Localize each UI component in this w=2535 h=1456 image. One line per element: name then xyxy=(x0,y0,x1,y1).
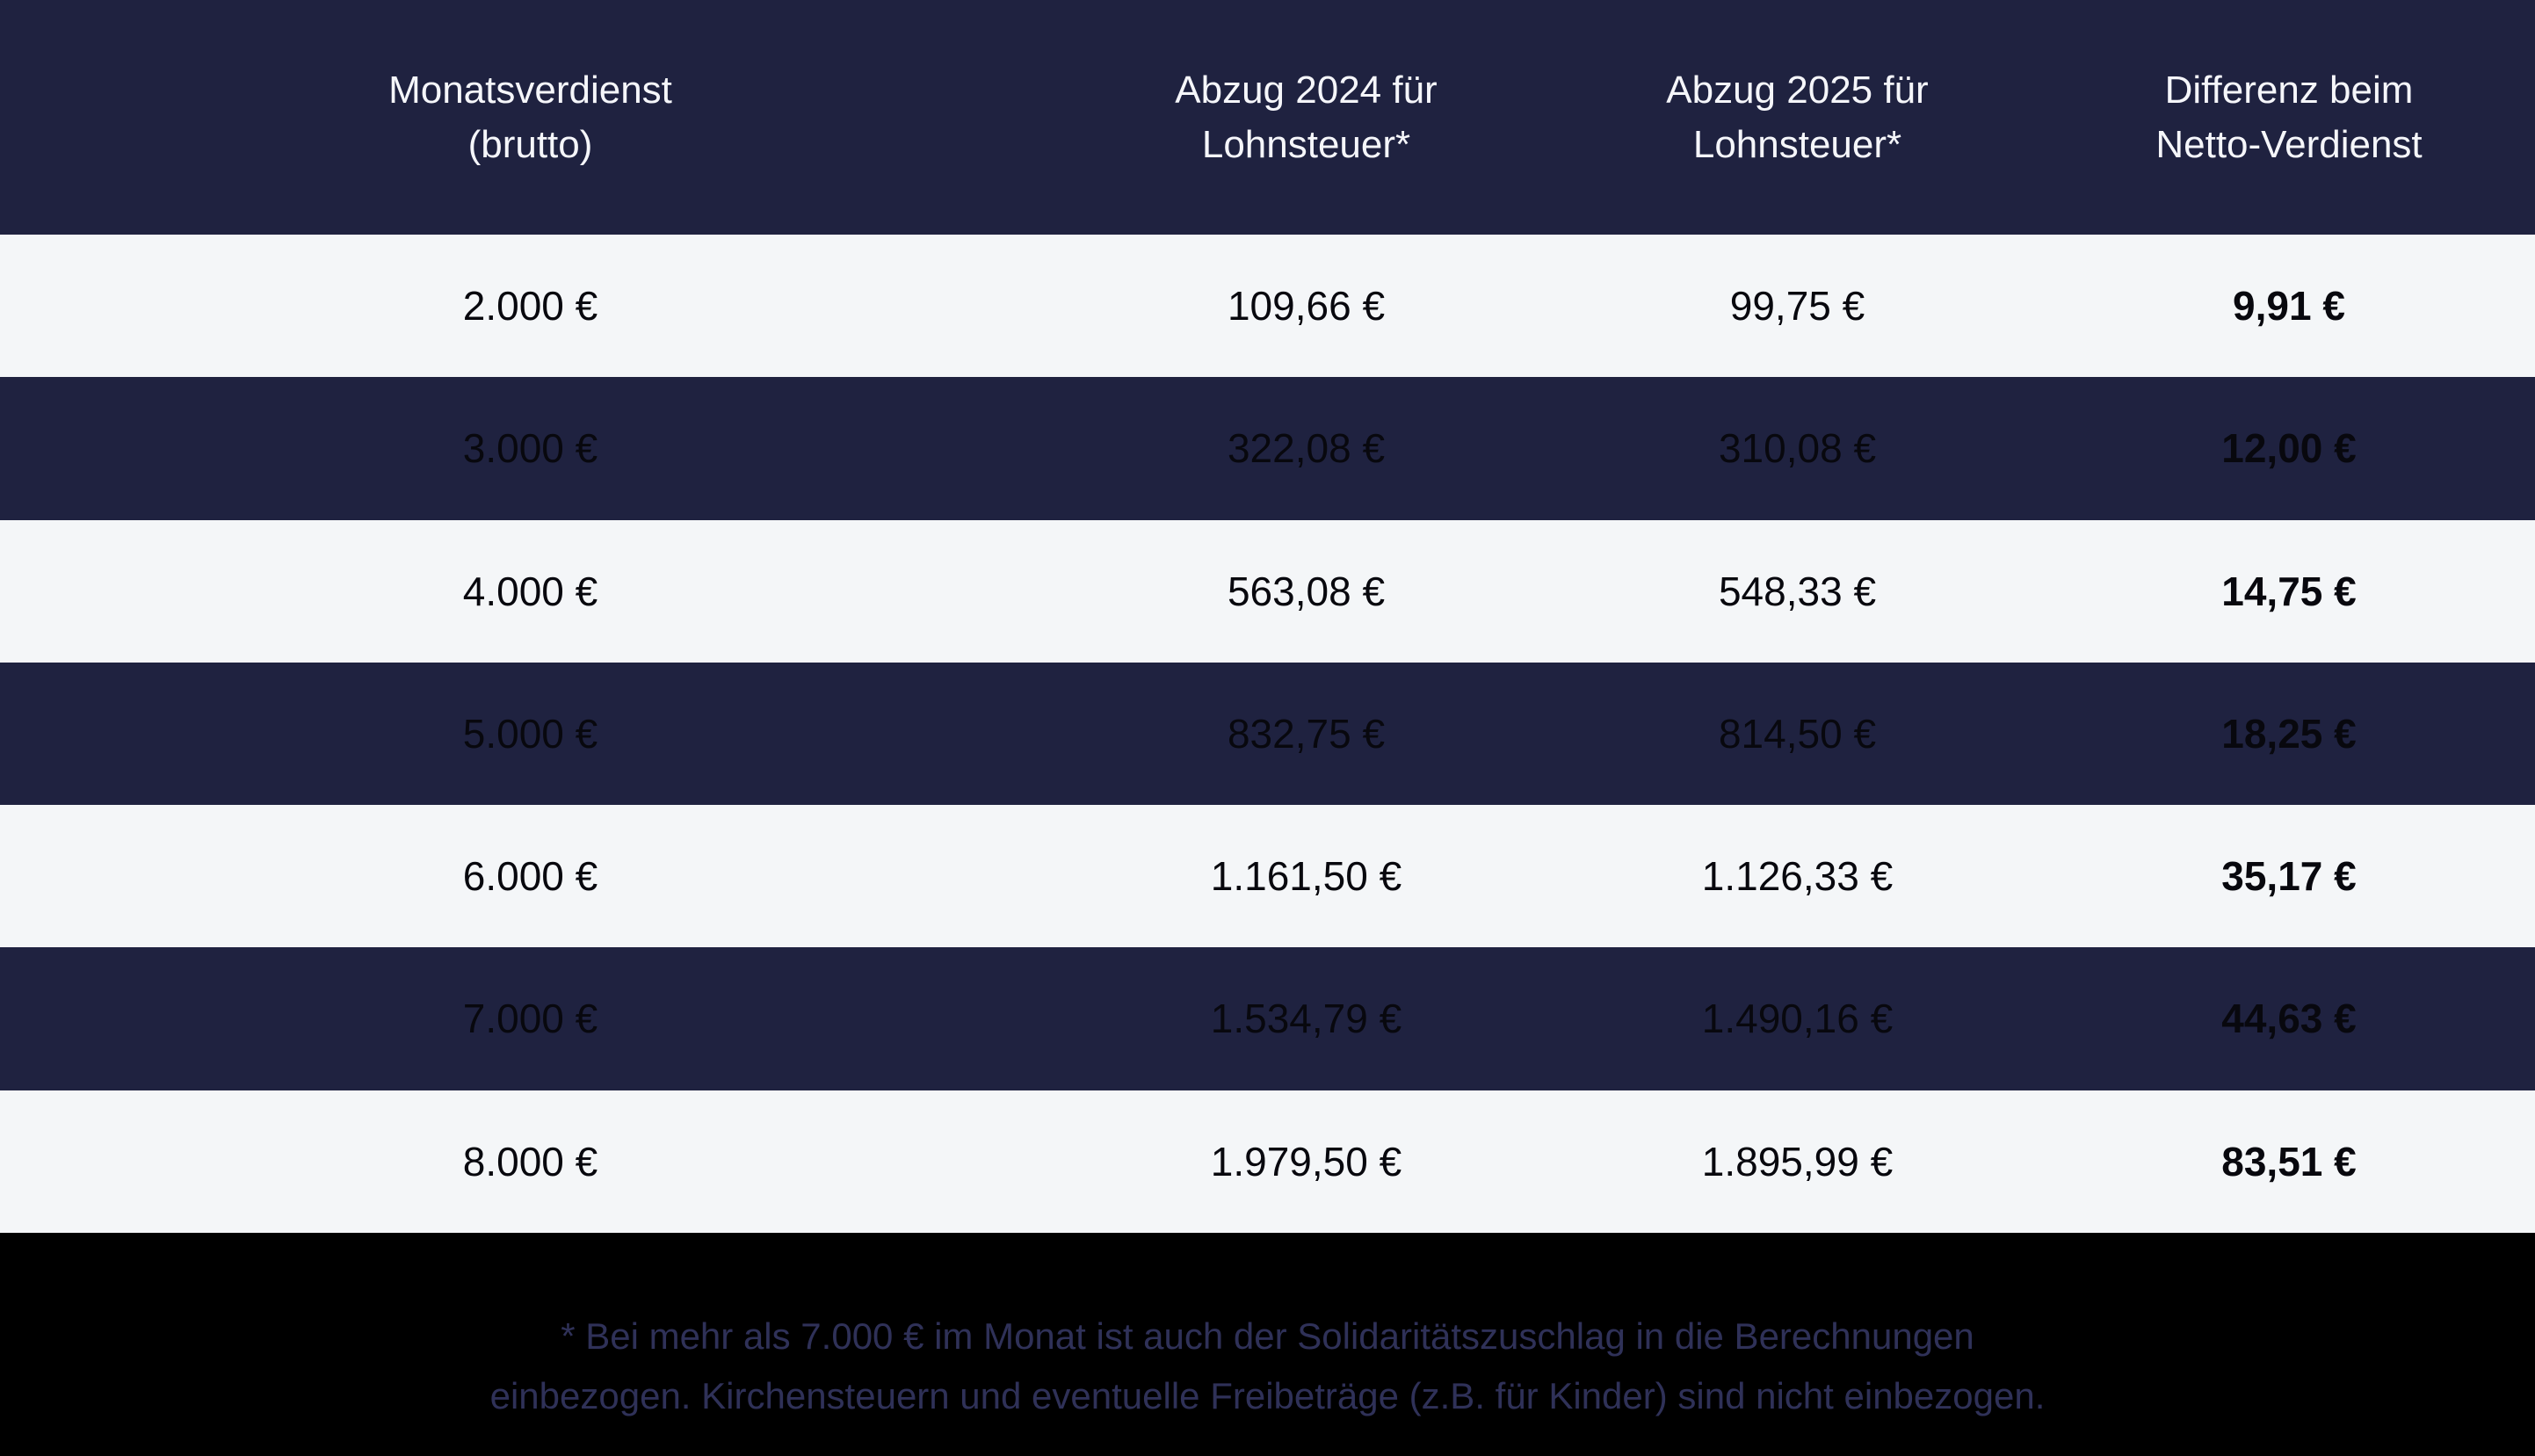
cell-abzug-2025: 548,33 € xyxy=(1718,568,1877,614)
cell-brutto: 8.000 € xyxy=(462,1138,598,1184)
cell-brutto: 7.000 € xyxy=(462,996,598,1042)
table-row: 8.000 € 1.979,50 € 1.895,99 € 83,51 € xyxy=(0,1090,2535,1233)
cell-abzug-2024: 1.161,50 € xyxy=(1210,853,1402,900)
cell-abzug-2025: 1.490,16 € xyxy=(1701,996,1894,1042)
cell-differenz: 14,75 € xyxy=(2221,568,2357,614)
cell-abzug-2025: 814,50 € xyxy=(1718,710,1877,757)
cell-differenz: 44,63 € xyxy=(2221,996,2357,1042)
table-row: 6.000 € 1.161,50 € 1.126,33 € 35,17 € xyxy=(0,805,2535,948)
cell-brutto: 3.000 € xyxy=(462,425,598,472)
table-header-row: Monatsverdienst (brutto) Abzug 2024 für … xyxy=(0,0,2535,235)
cell-differenz: 18,25 € xyxy=(2221,710,2357,757)
cell-abzug-2025: 1.895,99 € xyxy=(1701,1138,1894,1184)
cell-abzug-2025: 1.126,33 € xyxy=(1701,853,1894,900)
cell-differenz: 12,00 € xyxy=(2221,425,2357,472)
cell-abzug-2024: 563,08 € xyxy=(1227,568,1386,614)
cell-abzug-2024: 322,08 € xyxy=(1227,425,1386,472)
cell-differenz: 83,51 € xyxy=(2221,1138,2357,1184)
cell-abzug-2024: 1.979,50 € xyxy=(1210,1138,1402,1184)
cell-abzug-2025: 310,08 € xyxy=(1718,425,1877,472)
cell-abzug-2024: 1.534,79 € xyxy=(1210,996,1402,1042)
cell-abzug-2024: 109,66 € xyxy=(1227,282,1386,329)
cell-differenz: 9,91 € xyxy=(2233,282,2345,329)
table-row: 4.000 € 563,08 € 548,33 € 14,75 € xyxy=(0,519,2535,663)
header-cell-monatsverdienst: Monatsverdienst (brutto) xyxy=(388,68,672,166)
cell-brutto: 5.000 € xyxy=(462,710,598,757)
header-cell-abzug-2025: Abzug 2025 für Lohnsteuer* xyxy=(1666,68,1929,166)
footnote-line-1: * Bei mehr als 7.000 € im Monat ist auch… xyxy=(561,1315,1974,1357)
table-row: 7.000 € 1.534,79 € 1.490,16 € 44,63 € xyxy=(0,947,2535,1090)
table-row: 2.000 € 109,66 € 99,75 € 9,91 € xyxy=(0,235,2535,378)
header-cell-abzug-2024: Abzug 2024 für Lohnsteuer* xyxy=(1175,68,1438,166)
table-body: 2.000 € 109,66 € 99,75 € 9,91 € 3.000 € … xyxy=(0,235,2535,1233)
cell-brutto: 6.000 € xyxy=(462,853,598,900)
table-row: 5.000 € 832,75 € 814,50 € 18,25 € xyxy=(0,662,2535,806)
cell-differenz: 35,17 € xyxy=(2221,853,2357,900)
footnote-area: * Bei mehr als 7.000 € im Monat ist auch… xyxy=(0,1233,2535,1456)
footnote-line-2: einbezogen. Kirchensteuern und eventuell… xyxy=(489,1375,2046,1416)
cell-abzug-2025: 99,75 € xyxy=(1729,282,1865,329)
cell-brutto: 4.000 € xyxy=(462,568,598,614)
cell-brutto: 2.000 € xyxy=(462,282,598,329)
table-row: 3.000 € 322,08 € 310,08 € 12,00 € xyxy=(0,377,2535,520)
cell-abzug-2024: 832,75 € xyxy=(1227,710,1386,757)
footnote: * Bei mehr als 7.000 € im Monat ist auch… xyxy=(490,1307,2046,1426)
header-cell-differenz: Differenz beim Netto-Verdienst xyxy=(2155,68,2423,166)
